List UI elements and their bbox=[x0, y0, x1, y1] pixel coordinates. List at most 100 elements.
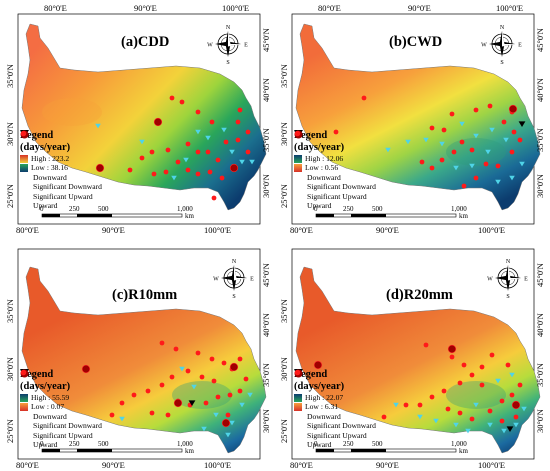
scale-label: 250 bbox=[69, 440, 80, 448]
downward-marker bbox=[201, 426, 207, 432]
downward-marker bbox=[171, 175, 177, 181]
downward-marker bbox=[183, 157, 189, 163]
raster-shade bbox=[42, 98, 102, 126]
upward-marker bbox=[243, 376, 249, 382]
legend-high: High : 223.2 bbox=[31, 154, 70, 163]
downward-marker bbox=[473, 402, 479, 408]
downward-marker bbox=[239, 402, 245, 408]
legend-item: Significant Upward bbox=[33, 430, 93, 440]
map-cdd: N E S W bbox=[17, 13, 267, 225]
upward-marker bbox=[195, 109, 201, 115]
scale-label: 250 bbox=[69, 205, 80, 213]
legend-item: Significant Upward bbox=[307, 430, 367, 440]
compass-rose-icon: N E S W bbox=[213, 259, 254, 300]
upward-marker bbox=[173, 346, 179, 352]
legend-item: Upward bbox=[33, 201, 58, 211]
longitude-tick: 90°0'E bbox=[134, 3, 157, 13]
significant-upward-marker bbox=[95, 163, 105, 173]
panel-cwd: N E S W (b)CWD 80°0'E 90°0'E 100°0'E 80°0'E 90°… bbox=[276, 2, 548, 235]
upward-marker bbox=[469, 372, 475, 378]
legend-item: Upward bbox=[33, 440, 58, 450]
scale-label: 500 bbox=[98, 440, 109, 448]
panel-title: (a)CDD bbox=[121, 34, 170, 50]
latitude-tick: 35°0'N bbox=[5, 299, 15, 323]
upward-legend-icon bbox=[294, 130, 301, 137]
scale-label: 250 bbox=[343, 440, 354, 448]
longitude-tick: 90°0'E bbox=[102, 460, 125, 470]
upward-marker bbox=[429, 125, 435, 131]
upward-marker bbox=[109, 412, 115, 418]
panel-cdd: N E S W (a)CDD 80°0'E 90°0'E 100°0'E 80°0'E 90°… bbox=[2, 2, 274, 235]
upward-marker bbox=[199, 374, 205, 380]
downward-marker bbox=[95, 123, 101, 129]
upward-marker bbox=[237, 388, 243, 394]
upward-marker bbox=[459, 139, 465, 145]
latitude-tick: 30°0'N bbox=[261, 174, 271, 198]
upward-marker bbox=[245, 149, 251, 155]
legend-low: Low : 0.56 bbox=[305, 163, 339, 173]
upward-marker bbox=[185, 368, 191, 374]
latitude-tick: 25°0'N bbox=[279, 419, 289, 443]
downward-marker bbox=[229, 420, 235, 426]
legend-low-swatch bbox=[20, 164, 28, 173]
downward-marker bbox=[503, 137, 509, 143]
map-frame bbox=[17, 248, 261, 460]
legend-low: Low : 0.07 bbox=[31, 402, 65, 412]
upward-marker bbox=[185, 167, 191, 173]
upward-marker bbox=[223, 139, 229, 145]
legend: Legend (days/year) High : 223.2 Low : 38.16… bbox=[20, 130, 102, 210]
downward-marker bbox=[225, 432, 231, 438]
latitude-tick: 35°0'N bbox=[5, 64, 15, 88]
upward-marker bbox=[487, 103, 493, 109]
latitude-tick: 45°0'N bbox=[535, 263, 545, 287]
upward-marker bbox=[439, 157, 445, 163]
longitude-tick: 90°0'E bbox=[376, 460, 399, 470]
upward-marker bbox=[119, 400, 125, 406]
scale-unit: km bbox=[459, 447, 468, 455]
scale-label: 1,000 bbox=[451, 440, 467, 448]
upward-marker bbox=[225, 412, 231, 418]
scale-label: 0 bbox=[314, 440, 318, 448]
legend-item: Downward bbox=[33, 411, 67, 421]
panel-r10mm: N E S W (c)R10mm 80°0'E 90°0'E 100°0'E 45°0'N 4… bbox=[2, 237, 274, 470]
legend-item: Significant Downward bbox=[307, 182, 376, 192]
downward-marker bbox=[405, 139, 411, 145]
map-r20mm: N E S W bbox=[291, 248, 541, 460]
downward-marker bbox=[191, 384, 197, 390]
downward-marker bbox=[239, 159, 245, 165]
compass-letter: W bbox=[487, 277, 493, 283]
legend-item: Significant Upward bbox=[307, 191, 367, 201]
upward-marker bbox=[175, 159, 181, 165]
upward-marker bbox=[169, 95, 175, 101]
raster-shade bbox=[446, 138, 506, 166]
scale-label: 1,000 bbox=[451, 205, 467, 213]
significant-upward-marker bbox=[221, 418, 231, 428]
latitude-tick: 35°0'N bbox=[261, 363, 271, 387]
downward-marker bbox=[459, 121, 465, 127]
upward-marker bbox=[149, 410, 155, 416]
scale-bar bbox=[315, 213, 457, 218]
latitude-tick: 45°0'N bbox=[261, 263, 271, 287]
upward-marker bbox=[469, 416, 475, 422]
legend-title: Legend bbox=[294, 369, 328, 380]
upward-marker bbox=[495, 163, 501, 169]
upward-marker bbox=[127, 167, 133, 173]
scale-bar bbox=[315, 448, 457, 453]
downward-marker bbox=[485, 149, 491, 155]
scale-unit: km bbox=[459, 212, 468, 220]
panel-title: (d)R20mm bbox=[386, 287, 453, 303]
map-frame bbox=[291, 13, 535, 225]
map-frame bbox=[17, 13, 261, 225]
longitude-tick: 100°0'E bbox=[204, 460, 232, 470]
downward-marker bbox=[473, 133, 479, 139]
compass-letter: E bbox=[250, 277, 254, 283]
upward-marker bbox=[473, 107, 479, 113]
upward-legend-icon bbox=[294, 369, 301, 376]
downward-marker bbox=[465, 428, 471, 434]
downward-marker bbox=[247, 392, 253, 398]
scale-label: 250 bbox=[343, 205, 354, 213]
upward-marker bbox=[501, 119, 507, 125]
upward-legend-icon bbox=[20, 369, 27, 376]
upward-marker bbox=[165, 147, 171, 153]
compass-rose-icon: N E S W bbox=[207, 25, 248, 66]
